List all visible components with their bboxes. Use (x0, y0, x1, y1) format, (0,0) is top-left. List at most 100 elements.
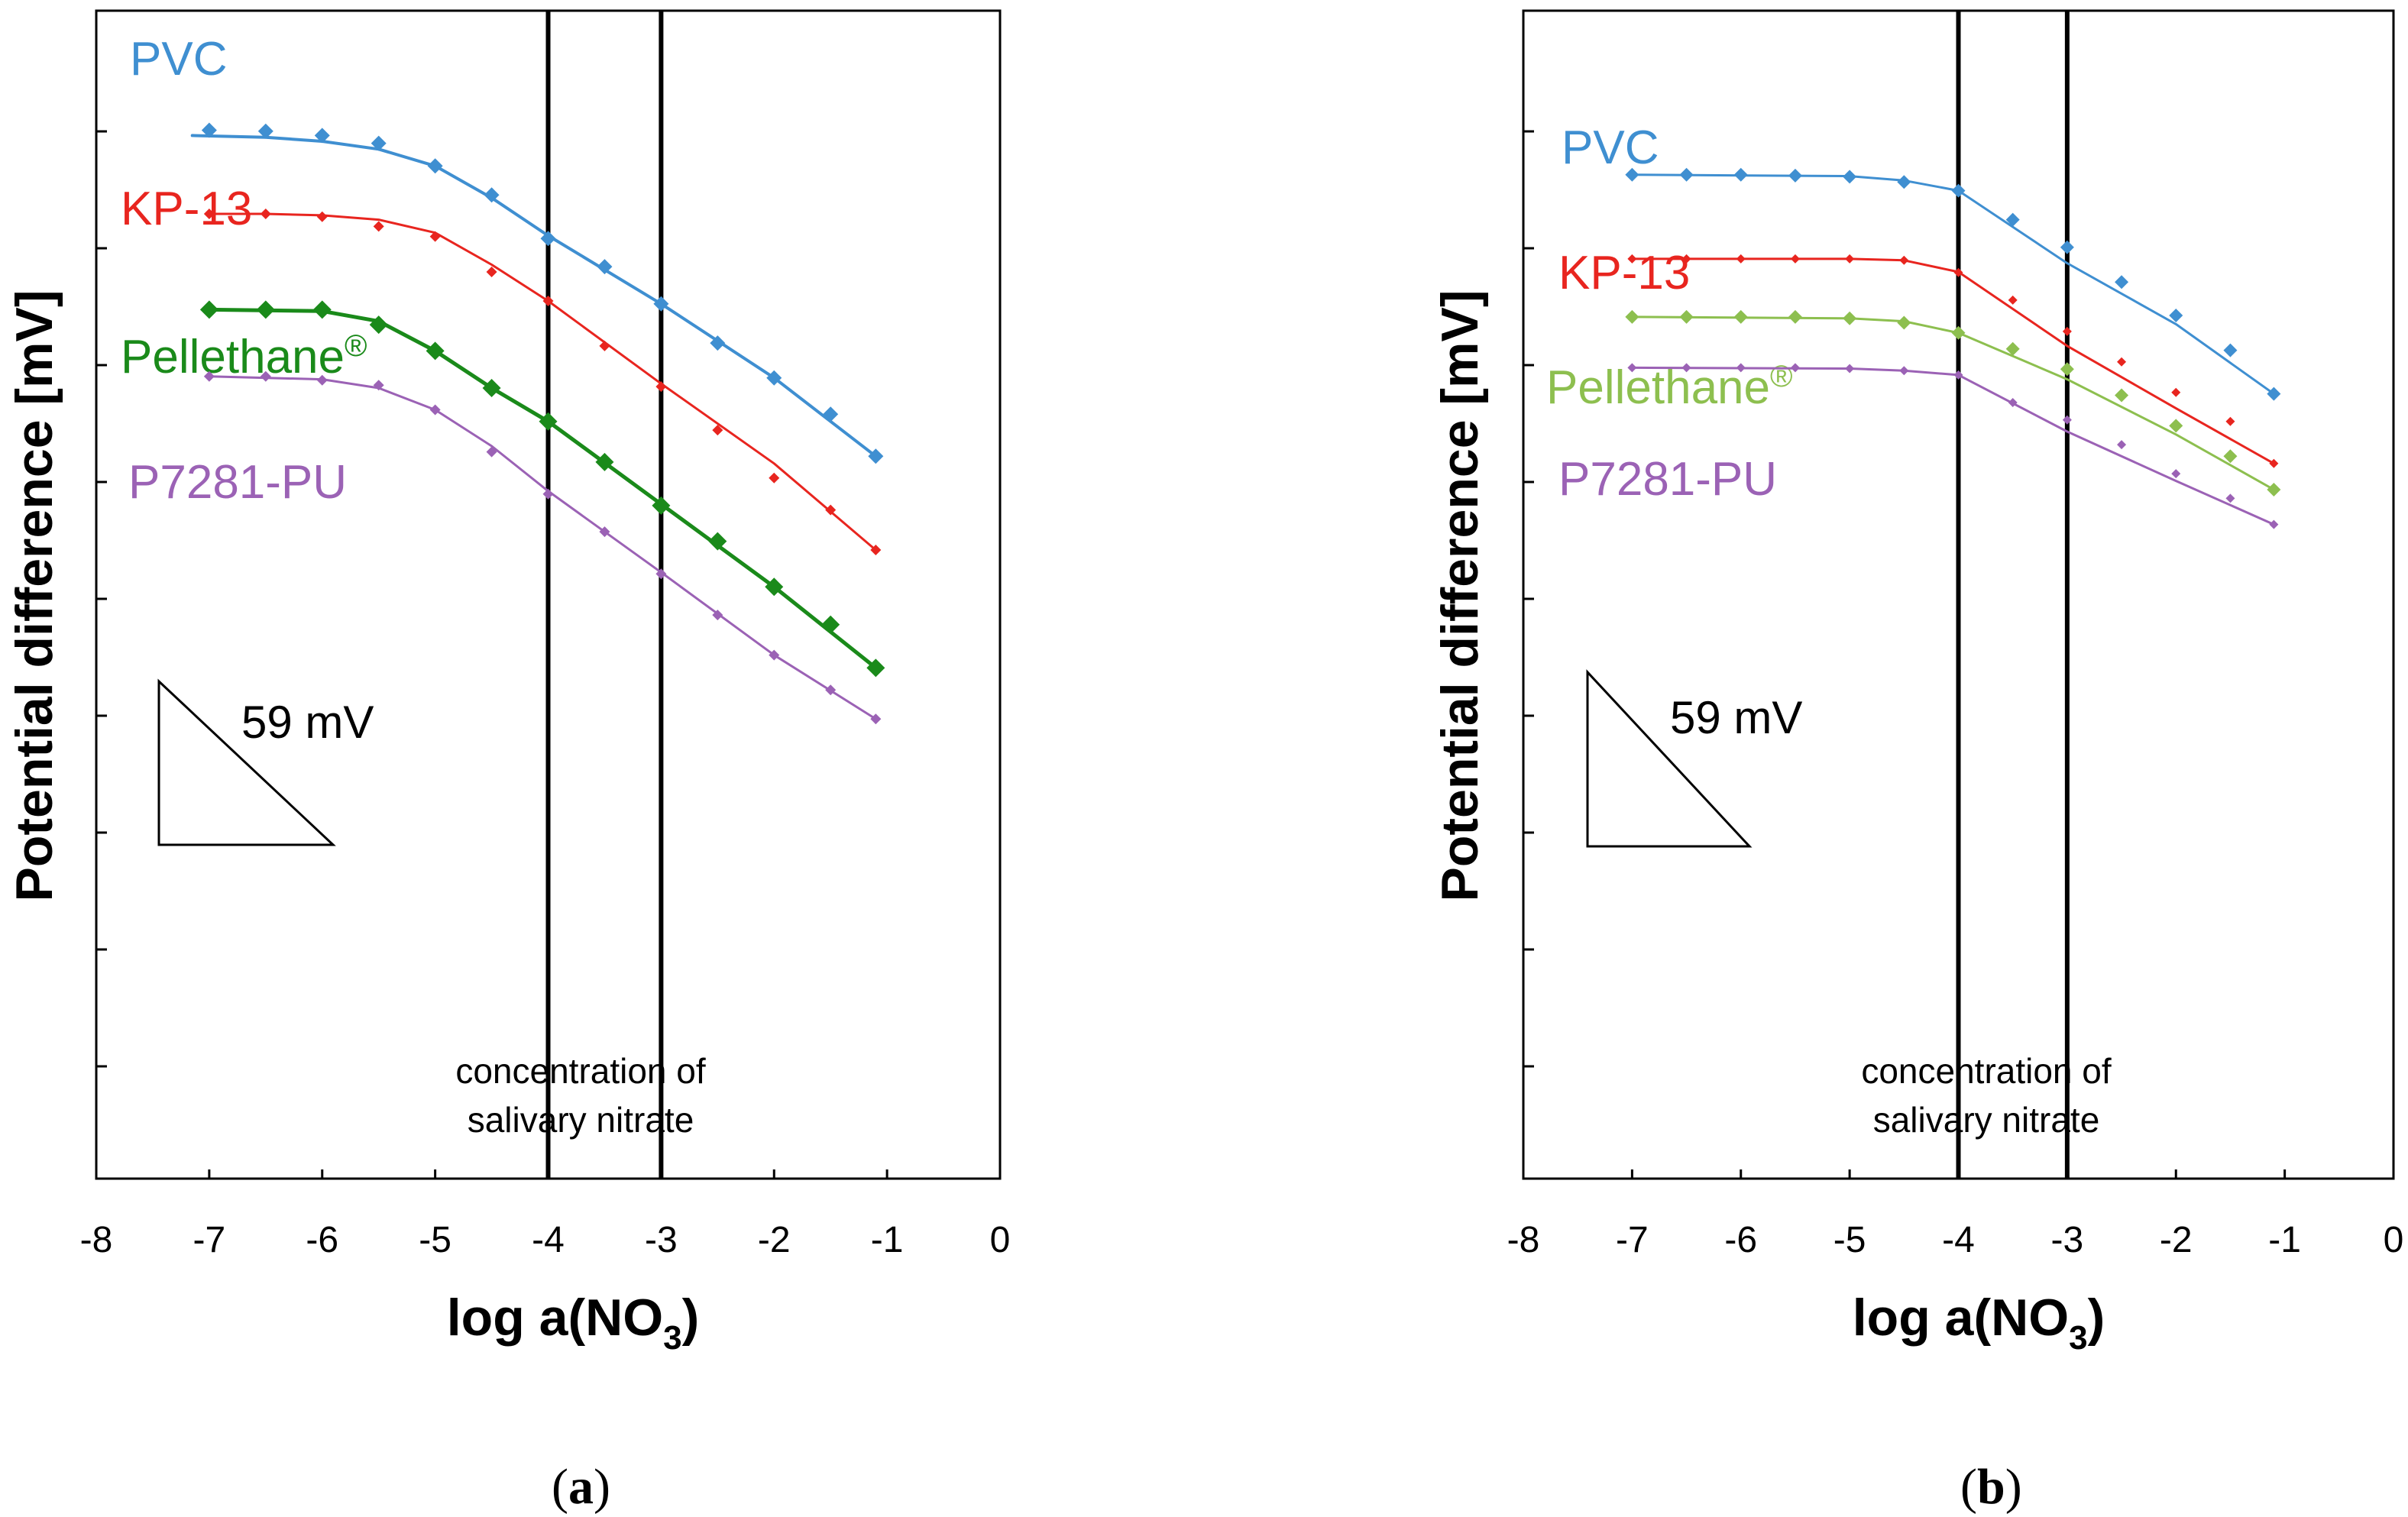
x-tick-label: -2 (2160, 1220, 2193, 1260)
data-point (260, 370, 271, 382)
data-point (870, 545, 882, 556)
x-tick-label: -6 (306, 1220, 338, 1260)
data-point (1845, 364, 1855, 374)
data-point (1843, 311, 1857, 325)
data-point (1679, 309, 1694, 324)
data-point (314, 128, 330, 144)
data-point (369, 315, 388, 335)
data-point (1625, 167, 1639, 182)
data-point (766, 370, 782, 386)
data-point (427, 158, 443, 174)
slope-triangle (1586, 669, 1753, 848)
data-point (2005, 341, 2020, 356)
data-point (199, 300, 218, 319)
panel-label-open: ( (1960, 1459, 1977, 1515)
data-point (2115, 275, 2129, 289)
data-point (1899, 255, 1909, 265)
data-point (712, 610, 723, 621)
data-point (1897, 315, 1911, 330)
data-point (203, 209, 215, 219)
x-axis-label: log a(NO3) (1853, 1289, 2105, 1357)
slope-label: 59 mV (241, 697, 374, 748)
x-tick-label: -6 (1724, 1220, 1757, 1260)
data-point (2115, 388, 2129, 403)
series-label: PVC (130, 33, 227, 86)
data-point (599, 340, 610, 351)
data-point (2060, 362, 2074, 377)
x-tick-label: -3 (645, 1220, 678, 1260)
x-tick-label: -1 (2268, 1220, 2301, 1260)
data-point (371, 135, 387, 151)
y-axis-label: Potential difference [mV] (5, 289, 63, 901)
data-point (484, 187, 500, 203)
data-point (486, 446, 497, 458)
data-point (2117, 357, 2127, 367)
x-axis-label-close: ) (682, 1289, 700, 1347)
annotation-line-1: concentration of (455, 1051, 706, 1091)
data-point (2005, 212, 2020, 227)
panel-label-letter: a (568, 1459, 594, 1515)
data-point (866, 658, 885, 678)
data-point (599, 526, 610, 538)
annotation-line-1: concentration of (1861, 1051, 2112, 1091)
data-point (2060, 240, 2074, 254)
data-point (2269, 519, 2279, 529)
series-label-text: Pellethane (121, 331, 345, 383)
data-point (1681, 254, 1691, 264)
series-label: P7281-PU (1558, 453, 1777, 506)
data-point (1733, 309, 1748, 324)
data-point (1627, 254, 1637, 264)
x-axis-label-main: log a(NO (447, 1289, 663, 1347)
data-point (823, 406, 839, 422)
data-point (2223, 343, 2238, 357)
data-point (539, 412, 558, 431)
data-point (540, 231, 556, 247)
data-point (1845, 254, 1855, 264)
data-point (1736, 254, 1746, 264)
data-point (1627, 363, 1637, 373)
data-point (2117, 440, 2127, 450)
data-point (2008, 295, 2018, 305)
x-tick-label: -8 (1507, 1220, 1540, 1260)
data-point (653, 296, 669, 312)
data-point (1788, 309, 1802, 324)
panel-label-close: ) (594, 1459, 610, 1515)
data-point (769, 472, 780, 484)
data-point (542, 488, 554, 500)
series-label: Pellethane® (1546, 360, 1793, 414)
panel-a-chart: -8 -7 -6 -5 -4 -3 -2 -1 0 log a(NO3) Potential dif… (5, 9, 1011, 1515)
series-label: Pellethane® (121, 329, 367, 383)
x-tick-label: -7 (1616, 1220, 1649, 1260)
x-axis-label-subscript: 3 (663, 1319, 681, 1357)
x-axis-label-subscript: 3 (2069, 1319, 2087, 1357)
data-point (2225, 493, 2235, 503)
x-tick-label: 0 (990, 1220, 1011, 1260)
data-point (2269, 458, 2279, 468)
data-point (2169, 309, 2183, 322)
x-axis-label: log a(NO3) (447, 1289, 699, 1357)
data-point (257, 123, 273, 139)
data-point (2267, 387, 2281, 401)
series-fit-line (208, 212, 877, 551)
data-point (316, 211, 328, 222)
y-axis-label: Potential difference [mV] (1431, 289, 1489, 901)
data-point (1788, 168, 1802, 183)
x-tick-label: -4 (532, 1220, 565, 1260)
data-point (1790, 254, 1800, 264)
data-point (373, 380, 384, 391)
data-point (712, 425, 723, 436)
x-tick-label: 0 (2384, 1220, 2404, 1260)
x-tick-label: -8 (80, 1220, 113, 1260)
data-point (260, 209, 271, 219)
data-point (2225, 416, 2235, 426)
data-point (1679, 167, 1694, 182)
data-point (1681, 363, 1691, 373)
data-point (2062, 326, 2072, 336)
data-point (542, 296, 554, 306)
data-point (482, 379, 501, 397)
data-point (825, 504, 837, 516)
series-fit-line (190, 134, 878, 458)
data-point (821, 615, 840, 634)
panel-label-open: ( (552, 1459, 568, 1515)
